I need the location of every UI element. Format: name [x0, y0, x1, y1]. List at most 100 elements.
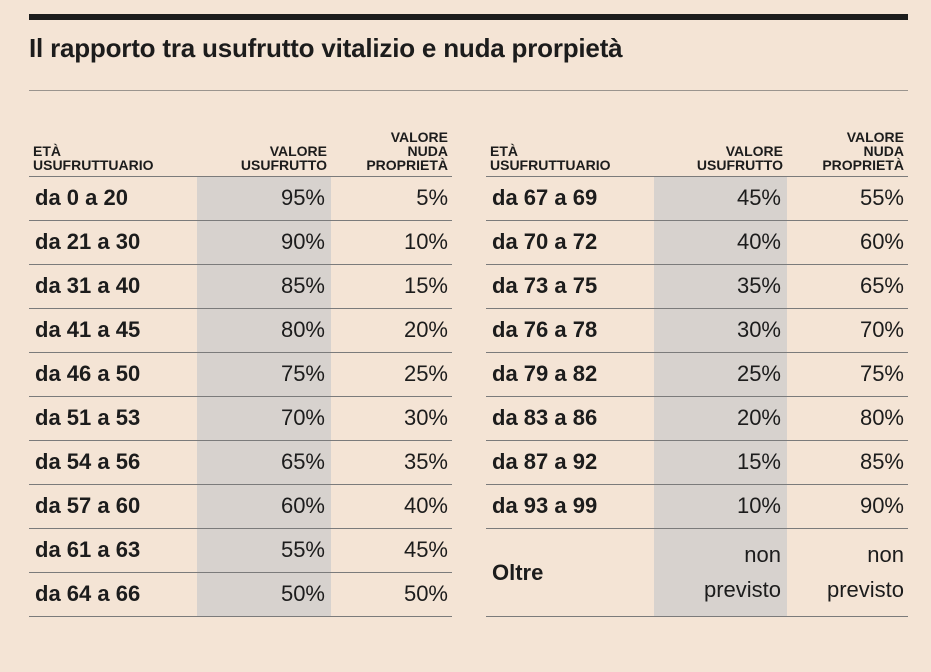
age-cell: da 41 a 45 — [29, 308, 197, 353]
nuda-cell: non previsto — [787, 528, 908, 617]
age-cell: da 61 a 63 — [29, 528, 197, 573]
header-age-line: USUFRUTTUARIO — [33, 156, 154, 173]
usufrutto-cell: 15% — [654, 440, 787, 485]
table-row: da 64 a 66 50% 50% — [29, 572, 452, 617]
header-usufrutto-line: VALORE — [725, 142, 783, 159]
header-age: ETÀ USUFRUTTUARIO — [29, 116, 197, 177]
nuda-cell: 80% — [787, 396, 908, 441]
nuda-cell: 60% — [787, 220, 908, 265]
title-divider — [29, 90, 908, 91]
usufrutto-cell: 40% — [654, 220, 787, 265]
age-cell: da 57 a 60 — [29, 484, 197, 529]
header-nuda-line: NUDA — [863, 142, 904, 159]
age-cell: da 76 a 78 — [486, 308, 654, 353]
table-row: da 54 a 56 65% 35% — [29, 440, 452, 485]
table-left: ETÀ USUFRUTTUARIO VALORE USUFRUTTO VALOR… — [29, 116, 452, 617]
age-cell: da 83 a 86 — [486, 396, 654, 441]
table-header-row: ETÀ USUFRUTTUARIO VALORE USUFRUTTO VALOR… — [486, 116, 908, 177]
age-cell: da 70 a 72 — [486, 220, 654, 265]
nuda-cell: 15% — [331, 264, 452, 309]
header-age-line: ETÀ — [33, 142, 61, 159]
usufrutto-cell: 50% — [197, 572, 331, 617]
nuda-cell: 20% — [331, 308, 452, 353]
table-row: da 41 a 45 80% 20% — [29, 308, 452, 353]
usufrutto-cell: 30% — [654, 308, 787, 353]
usufrutto-cell: 60% — [197, 484, 331, 529]
header-nuda-line: PROPRIETÀ — [822, 156, 904, 173]
age-cell: da 87 a 92 — [486, 440, 654, 485]
age-cell: da 54 a 56 — [29, 440, 197, 485]
usufrutto-cell: 65% — [197, 440, 331, 485]
age-cell: da 46 a 50 — [29, 352, 197, 397]
age-cell: da 67 a 69 — [486, 176, 654, 221]
age-cell: da 31 a 40 — [29, 264, 197, 309]
nuda-cell: 75% — [787, 352, 908, 397]
table-row: da 46 a 50 75% 25% — [29, 352, 452, 397]
nuda-cell: 55% — [787, 176, 908, 221]
table-row: da 57 a 60 60% 40% — [29, 484, 452, 529]
table-row: da 21 a 30 90% 10% — [29, 220, 452, 265]
usufrutto-cell: 85% — [197, 264, 331, 309]
usufrutto-cell: 20% — [654, 396, 787, 441]
age-cell: da 64 a 66 — [29, 572, 197, 617]
usufrutto-cell-line: non — [744, 542, 781, 567]
nuda-cell: 5% — [331, 176, 452, 221]
table-row: da 31 a 40 85% 15% — [29, 264, 452, 309]
usufrutto-cell-line: previsto — [703, 577, 781, 602]
header-usufrutto-line: USUFRUTTO — [240, 156, 327, 173]
header-usufrutto: VALORE USUFRUTTO — [197, 116, 331, 177]
table-row: da 0 a 20 95% 5% — [29, 176, 452, 221]
usufrutto-cell: 90% — [197, 220, 331, 265]
nuda-cell-line: non — [867, 542, 904, 567]
usufrutto-cell: 45% — [654, 176, 787, 221]
table-row-oltre: Oltre non previsto non previsto — [486, 528, 908, 617]
header-usufrutto-line: USUFRUTTO — [696, 156, 783, 173]
table-row: da 70 a 72 40% 60% — [486, 220, 908, 265]
header-nuda: VALORE NUDA PROPRIETÀ — [331, 116, 452, 177]
table-row: da 61 a 63 55% 45% — [29, 528, 452, 573]
header-usufrutto-line: VALORE — [269, 142, 327, 159]
table-row: da 79 a 82 25% 75% — [486, 352, 908, 397]
age-cell: da 79 a 82 — [486, 352, 654, 397]
usufrutto-cell: non previsto — [654, 528, 787, 617]
nuda-cell: 40% — [331, 484, 452, 529]
table-row: da 93 a 99 10% 90% — [486, 484, 908, 529]
table-right: ETÀ USUFRUTTUARIO VALORE USUFRUTTO VALOR… — [486, 116, 908, 617]
nuda-cell-line: previsto — [826, 577, 904, 602]
age-cell: da 93 a 99 — [486, 484, 654, 529]
header-age: ETÀ USUFRUTTUARIO — [486, 116, 654, 177]
age-cell: da 0 a 20 — [29, 176, 197, 221]
header-usufrutto: VALORE USUFRUTTO — [654, 116, 787, 177]
table-row: da 76 a 78 30% 70% — [486, 308, 908, 353]
usufrutto-cell: 75% — [197, 352, 331, 397]
table-row: da 73 a 75 35% 65% — [486, 264, 908, 309]
header-age-line: USUFRUTTUARIO — [490, 156, 611, 173]
header-nuda-line: VALORE — [390, 128, 448, 145]
nuda-cell: 85% — [787, 440, 908, 485]
table-row: da 51 a 53 70% 30% — [29, 396, 452, 441]
age-cell: da 51 a 53 — [29, 396, 197, 441]
usufrutto-cell: 80% — [197, 308, 331, 353]
nuda-cell: 30% — [331, 396, 452, 441]
usufrutto-cell: 10% — [654, 484, 787, 529]
nuda-cell: 65% — [787, 264, 908, 309]
table-row: da 67 a 69 45% 55% — [486, 176, 908, 221]
age-cell: da 73 a 75 — [486, 264, 654, 309]
header-nuda-line: PROPRIETÀ — [366, 156, 448, 173]
header-nuda: VALORE NUDA PROPRIETÀ — [787, 116, 908, 177]
table-row: da 87 a 92 15% 85% — [486, 440, 908, 485]
nuda-cell: 45% — [331, 528, 452, 573]
table-header-row: ETÀ USUFRUTTUARIO VALORE USUFRUTTO VALOR… — [29, 116, 452, 177]
usufrutto-cell: 35% — [654, 264, 787, 309]
top-rule — [29, 14, 908, 20]
page-title: Il rapporto tra usufrutto vitalizio e nu… — [29, 33, 623, 63]
usufrutto-cell: 70% — [197, 396, 331, 441]
nuda-cell: 10% — [331, 220, 452, 265]
nuda-cell: 90% — [787, 484, 908, 529]
header-age-line: ETÀ — [490, 142, 518, 159]
age-cell: Oltre — [486, 528, 654, 617]
usufrutto-cell: 55% — [197, 528, 331, 573]
usufrutto-cell: 25% — [654, 352, 787, 397]
table-row: da 83 a 86 20% 80% — [486, 396, 908, 441]
nuda-cell: 25% — [331, 352, 452, 397]
